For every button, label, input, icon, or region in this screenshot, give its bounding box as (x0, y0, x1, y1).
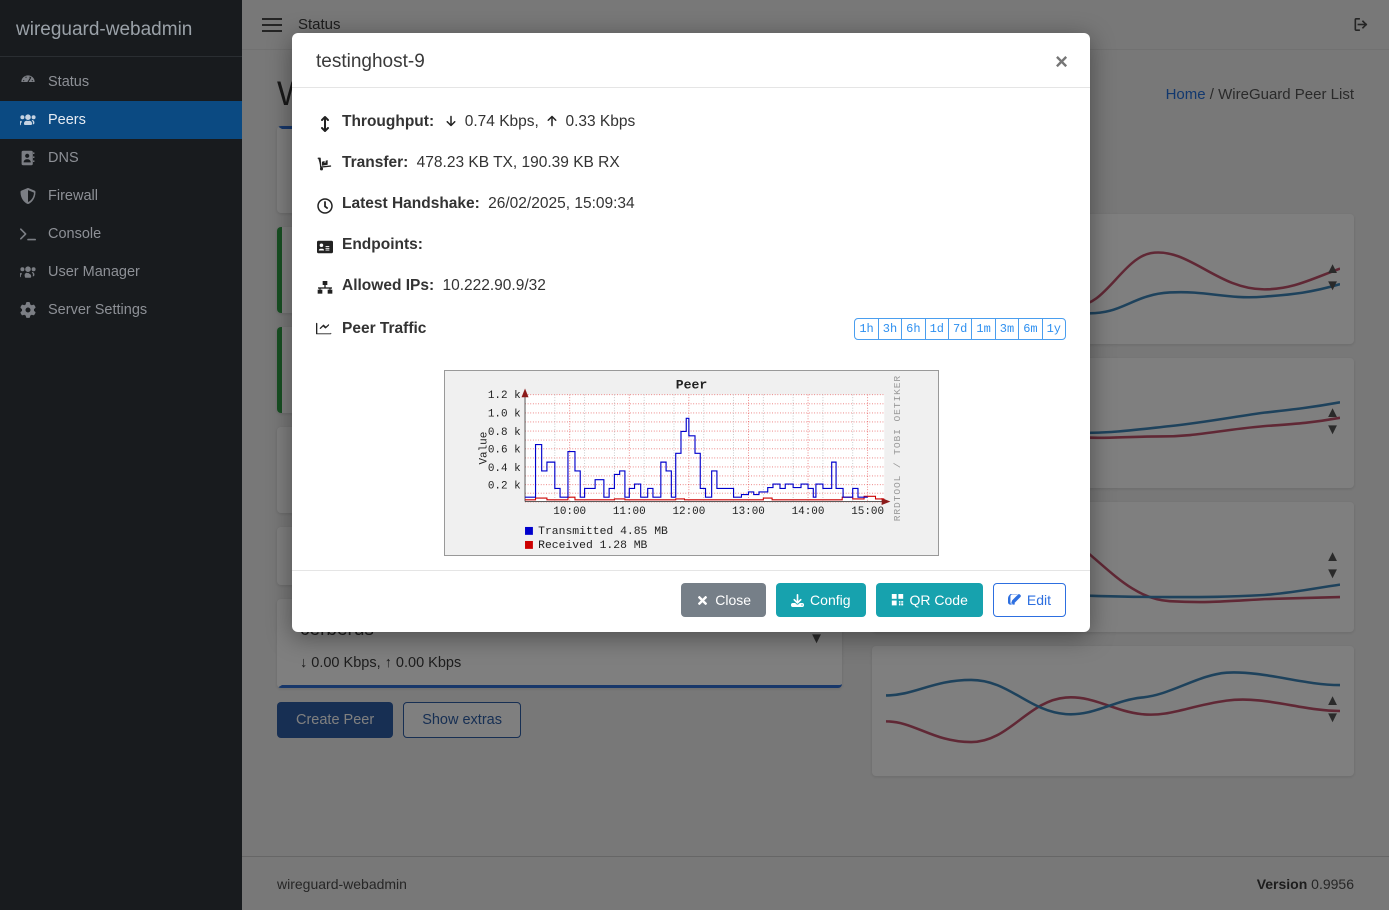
svg-text:Transmitted 4.85 MB: Transmitted 4.85 MB (538, 526, 668, 538)
svg-text:15:00: 15:00 (851, 506, 884, 518)
svg-text:RRDTOOL / TOBI OETIKER: RRDTOOL / TOBI OETIKER (892, 375, 903, 521)
svg-text:Peer: Peer (675, 378, 707, 393)
svg-text:11:00: 11:00 (612, 506, 645, 518)
svg-text:13:00: 13:00 (732, 506, 765, 518)
svg-text:0.2 k: 0.2 k (487, 480, 520, 492)
svg-text:1.0 k: 1.0 k (487, 409, 520, 421)
svg-text:14:00: 14:00 (791, 506, 824, 518)
svg-text:0.6 k: 0.6 k (487, 444, 520, 456)
svg-text:10:00: 10:00 (553, 506, 586, 518)
svg-text:Received 1.28 MB: Received 1.28 MB (538, 540, 647, 552)
svg-text:12:00: 12:00 (672, 506, 705, 518)
svg-text:Value: Value (478, 432, 490, 465)
svg-text:1.2 k: 1.2 k (487, 390, 520, 402)
svg-text:0.4 k: 0.4 k (487, 463, 520, 475)
svg-text:0.8 k: 0.8 k (487, 427, 520, 439)
